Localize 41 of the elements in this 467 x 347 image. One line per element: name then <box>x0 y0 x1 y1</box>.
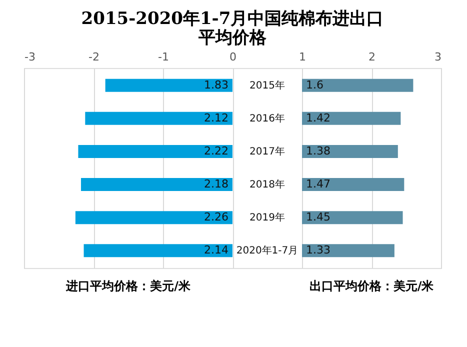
data-label: 2.26 <box>204 210 228 224</box>
bar <box>84 244 232 258</box>
bar <box>78 144 232 158</box>
series-label: 进口平均价格：美元/米 <box>65 279 192 293</box>
y-tick-label: 2018年 <box>250 178 285 191</box>
y-tick-label: 2017年 <box>250 145 285 158</box>
bar <box>302 78 414 92</box>
series-label: 出口平均价格：美元/米 <box>309 279 435 293</box>
x-tick-label: 0 <box>230 50 236 64</box>
bar <box>302 244 394 258</box>
bar <box>302 112 401 125</box>
data-label: 1.42 <box>306 111 330 124</box>
data-label: 1.83 <box>204 78 228 92</box>
bar <box>85 112 232 125</box>
data-label: 1.47 <box>306 178 330 191</box>
bar <box>302 178 404 192</box>
x-tick-label: 2 <box>368 50 376 64</box>
y-tick-label: 2020年1-7月 <box>236 244 298 257</box>
data-label: 1.6 <box>306 78 324 92</box>
x-tick-label: -3 <box>24 50 36 64</box>
y-tick-label: 2015年 <box>250 79 285 92</box>
x-tick-label: -1 <box>158 50 169 64</box>
x-tick-label: -2 <box>88 50 100 64</box>
data-label: 1.38 <box>306 144 330 158</box>
data-label: 2.18 <box>204 178 228 191</box>
data-label: 1.45 <box>306 210 330 224</box>
data-label: 2.14 <box>204 244 228 257</box>
data-label: 2.22 <box>204 144 228 158</box>
bar <box>105 78 232 92</box>
text: 平均价格 <box>198 28 266 48</box>
y-tick-label: 2016年 <box>250 112 285 124</box>
x-tick-label: 3 <box>434 50 442 64</box>
data-label: 2.12 <box>204 111 228 124</box>
bar <box>80 178 232 192</box>
bar <box>302 144 398 158</box>
text: 2015-2020年1-7月中国纯棉布进出口 <box>81 9 384 29</box>
bar <box>302 211 403 224</box>
y-tick-label: 2019年 <box>250 212 285 224</box>
x-tick-label: 1 <box>299 50 306 64</box>
data-label: 1.33 <box>306 244 330 257</box>
bar <box>75 211 232 224</box>
